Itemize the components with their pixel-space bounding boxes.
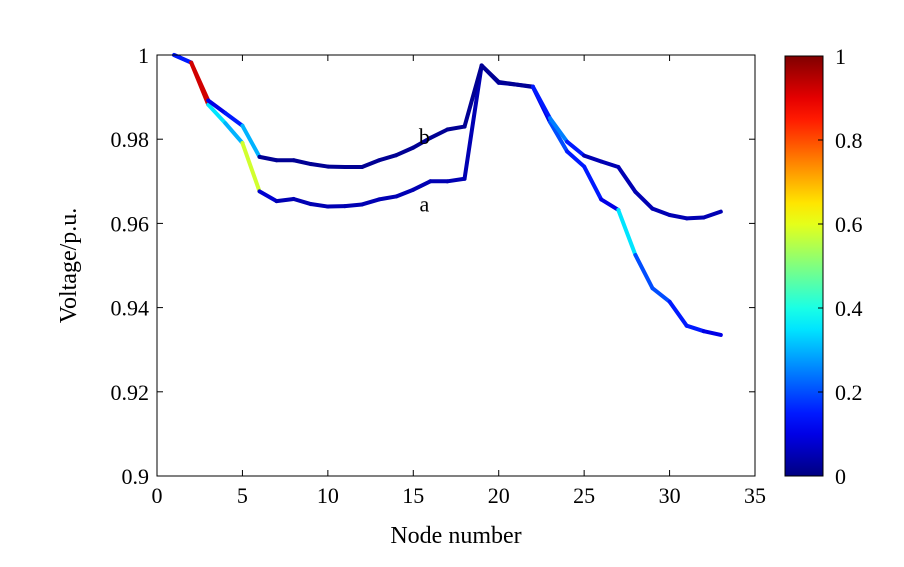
series-b-segment — [379, 155, 396, 160]
x-tick-label: 0 — [152, 483, 163, 508]
x-tick-label: 5 — [237, 483, 248, 508]
series-b-segment — [482, 66, 499, 82]
y-tick-label: 0.92 — [111, 380, 150, 405]
x-tick-label: 10 — [317, 483, 339, 508]
colorbar-tick-label: 0.2 — [835, 380, 863, 405]
x-axis-label: Node number — [390, 523, 521, 549]
series-b-segment — [652, 209, 669, 215]
series-layer — [174, 55, 721, 335]
y-tick-label: 0.96 — [111, 211, 150, 236]
x-tick-label: 35 — [744, 483, 766, 508]
series-a-segment — [447, 179, 464, 182]
series-b-segment — [584, 156, 601, 162]
series-b-segment — [618, 167, 635, 192]
series-b-segment — [294, 160, 311, 164]
series-a-segment — [601, 199, 618, 210]
series-label-layer: ab — [419, 124, 430, 216]
series-a-segment — [670, 302, 687, 326]
y-tick-label: 0.94 — [111, 296, 150, 321]
series-b-segment — [601, 162, 618, 167]
y-tick-label: 0.9 — [122, 464, 150, 489]
series-b-segment — [499, 82, 516, 85]
series-a-segment — [584, 167, 601, 200]
colorbar-tick-label: 0.6 — [835, 212, 863, 237]
colorbar — [785, 56, 823, 476]
series-a-segment — [260, 191, 277, 201]
series-b — [174, 55, 721, 218]
series-b-segment — [174, 55, 191, 63]
colorbar-axis: 0 0.2 0.4 0.6 0.8 1 — [818, 44, 863, 489]
series-a-segment — [311, 204, 328, 207]
y-axis-label: Voltage/p.u. — [56, 208, 82, 324]
colorbar-tick-label: 0 — [835, 464, 846, 489]
series-a-segment — [687, 326, 704, 331]
y-axis: 0.9 0.92 0.94 0.96 0.98 1 — [111, 43, 756, 489]
series-b-segment — [191, 63, 208, 101]
series-a-segment — [396, 190, 413, 197]
series-b-segment — [396, 148, 413, 156]
series-b-segment — [447, 127, 464, 130]
plot-frame — [157, 55, 755, 476]
series-b-segment — [687, 218, 704, 219]
series-a-segment — [379, 196, 396, 199]
series-a-segment — [652, 288, 669, 301]
series-b-segment — [704, 212, 721, 218]
series-a-segment — [345, 204, 362, 206]
x-tick-label: 30 — [659, 483, 681, 508]
series-a-segment — [635, 255, 652, 288]
series-label-a: a — [419, 191, 429, 216]
series-a-segment — [413, 181, 430, 189]
x-tick-label: 20 — [488, 483, 510, 508]
series-b-segment — [635, 192, 652, 209]
y-tick-label: 1 — [138, 43, 149, 68]
x-tick-label: 25 — [573, 483, 595, 508]
series-b-segment — [430, 130, 447, 138]
series-b-segment — [670, 215, 687, 218]
series-label-b: b — [419, 124, 430, 149]
series-a-segment — [618, 210, 635, 255]
series-b-segment — [516, 84, 533, 86]
y-tick-label: 0.98 — [111, 127, 150, 152]
series-a-segment — [277, 199, 294, 201]
series-b-segment — [260, 157, 277, 160]
colorbar-tick-label: 0.4 — [835, 296, 863, 321]
series-b-segment — [362, 160, 379, 167]
series-a-segment — [362, 199, 379, 204]
x-axis: 0 5 10 15 20 25 30 35 — [152, 55, 767, 508]
series-a-segment — [294, 199, 311, 204]
colorbar-tick-label: 0.8 — [835, 128, 863, 153]
series-b-segment — [311, 164, 328, 167]
series-a-segment — [704, 331, 721, 335]
series-b-segment — [533, 87, 550, 119]
colorbar-tick-label: 1 — [835, 44, 846, 69]
x-tick-label: 15 — [402, 483, 424, 508]
